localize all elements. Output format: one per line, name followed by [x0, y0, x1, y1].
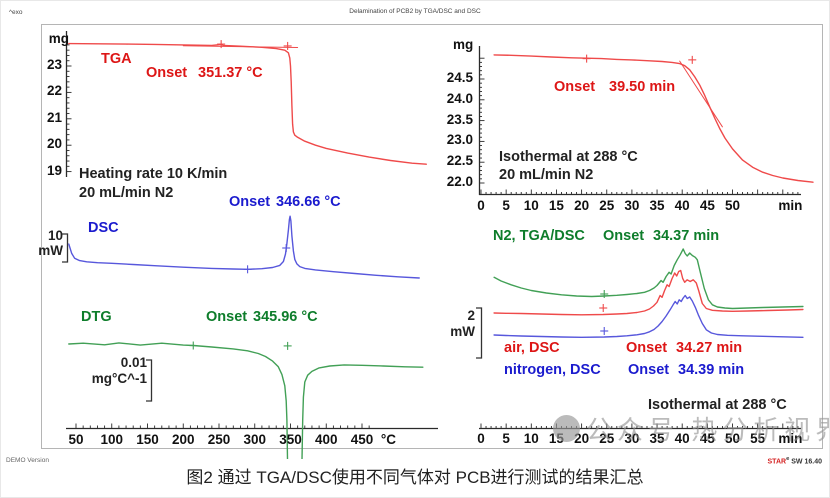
iso-tga-x-tick: 20 [574, 198, 590, 213]
figure-caption: 图2 通过 TGA/DSC使用不同气体对 PCB进行测试的结果汇总 [186, 468, 644, 487]
temp-x-tick: 450 [350, 432, 374, 447]
heating-rate-note: Heating rate 10 K/min [79, 166, 228, 182]
iso-tga-x-tick: 25 [599, 198, 615, 213]
iso-dsc-x-tick: 40 [674, 431, 690, 446]
iso-tga-unit-label: mg [453, 37, 474, 52]
iso-tga-x-tick: 30 [624, 198, 640, 213]
nitrogen-series-label: nitrogen, DSC [504, 362, 601, 378]
dtg-onset-label: Onset [206, 309, 248, 325]
iso-tga-y-tick: 22.5 [446, 153, 473, 169]
iso-dsc-x-tick: 55 [750, 431, 766, 446]
isothermal-note-2: Isothermal at 288 °C [648, 397, 787, 413]
dsc-onset-label: Onset [229, 194, 271, 210]
temp-x-tick: 250 [207, 432, 231, 447]
tga-y-tick: 22 [46, 83, 62, 99]
tga-unit-label: mg [48, 31, 69, 46]
iso-tga-y-tick: 23.5 [446, 111, 473, 127]
dtg-onset-value: 345.96 °C [253, 309, 318, 325]
iso-tga-y-tick: 22.0 [446, 174, 473, 189]
tga-onset-value: 351.37 °C [198, 65, 263, 81]
temp-x-tick: 150 [136, 432, 159, 447]
iso-tga-x-tick: 10 [523, 198, 539, 213]
tga-y-tick: 23 [46, 57, 62, 72]
iso-tga-x-tick: 15 [548, 198, 564, 213]
tga-y-tick: 20 [46, 136, 62, 152]
iso-tga-x-tick: 50 [724, 198, 741, 213]
software-rest: SW 16.40 [789, 458, 822, 466]
nitrogen-onset-value: 34.39 min [678, 362, 745, 378]
plot-frame [41, 24, 823, 449]
gas-flow-note: 20 mL/min N2 [79, 185, 174, 201]
iso-tga-onset-label: Onset [554, 79, 596, 95]
iso-tga-x-tick: 45 [699, 198, 715, 213]
figure-title: Delamination of PCB2 by TGA/DSC and DSC [349, 8, 481, 15]
iso-tga-y-tick: 24.0 [446, 90, 473, 106]
tga-onset-label: Onset [146, 65, 188, 81]
iso-dsc-x-tick: 25 [599, 431, 615, 446]
iso-dsc-x-tick: 45 [699, 431, 715, 446]
isothermal-note: Isothermal at 288 °C [499, 149, 638, 165]
dtg-scalebar-unit: mg°C^-1 [91, 371, 147, 386]
iso-dsc-x-tick: 35 [649, 431, 665, 446]
n2-onset-value: 34.37 min [653, 228, 720, 244]
iso-dsc-x-tick: 5 [502, 431, 510, 446]
iso-tga-x-tick: 5 [502, 198, 510, 213]
software-version-label: STARe SW 16.40 [768, 456, 822, 465]
iso-tga-onset-value: 39.50 min [609, 79, 676, 95]
iso-tga-y-tick: 23.0 [446, 132, 473, 148]
dsc-onset-value: 346.66 °C [276, 194, 341, 210]
software-brand: STAR [767, 458, 787, 466]
exo-axis-label: ^exo [9, 9, 23, 16]
temp-x-unit: °C [380, 432, 397, 447]
dsc-curve-label: DSC [88, 220, 119, 236]
temp-x-tick: 350 [279, 432, 302, 447]
dsc2-scalebar-value: 2 [467, 308, 475, 323]
n2-series-label: N2, TGA/DSC [493, 228, 585, 244]
dtg-curve-label: DTG [81, 309, 112, 325]
air-series-label: air, DSC [504, 340, 560, 356]
tga-curve-label: TGA [101, 51, 132, 67]
nitrogen-onset-label: Onset [628, 362, 670, 378]
iso-dsc-x-tick: 10 [523, 431, 539, 446]
watermark: 公众号 热分析视界 [553, 410, 830, 447]
air-onset-value: 34.27 min [676, 340, 743, 356]
air-onset-label: Onset [626, 340, 668, 356]
dsc-scalebar-unit: mW [38, 243, 63, 258]
temp-x-tick: 300 [243, 432, 267, 447]
tga-y-tick: 19 [46, 162, 62, 178]
iso-tga-x-unit: min [778, 198, 803, 213]
iso-gas-note: 20 mL/min N2 [499, 167, 594, 183]
iso-tga-x-tick: 35 [649, 198, 665, 213]
temp-x-tick: 400 [314, 432, 338, 447]
iso-tga-y-tick: 24.5 [446, 70, 473, 85]
iso-tga-x-tick: 40 [674, 198, 690, 213]
tga-y-tick: 21 [46, 109, 62, 125]
iso-dsc-x-tick: 30 [624, 431, 640, 446]
iso-dsc-x-unit: min [778, 431, 803, 446]
dsc2-scalebar-unit: mW [450, 324, 475, 339]
watermark-logo-icon [553, 415, 580, 442]
demo-version-label: DEMO Version [6, 457, 49, 464]
iso-dsc-x-tick: 50 [724, 431, 741, 446]
dsc-scalebar-value: 10 [47, 228, 63, 243]
n2-onset-label: Onset [603, 228, 645, 244]
temp-x-tick: 100 [100, 432, 124, 447]
iso-dsc-x-tick: 0 [477, 431, 485, 446]
watermark-text: 公众号 热分析视界 [586, 415, 830, 445]
temp-x-tick: 50 [68, 432, 84, 447]
software-sup: e [786, 456, 790, 462]
temp-x-tick: 200 [171, 432, 195, 447]
iso-tga-x-tick: 0 [477, 198, 485, 213]
dtg-scalebar-value: 0.01 [120, 355, 147, 370]
